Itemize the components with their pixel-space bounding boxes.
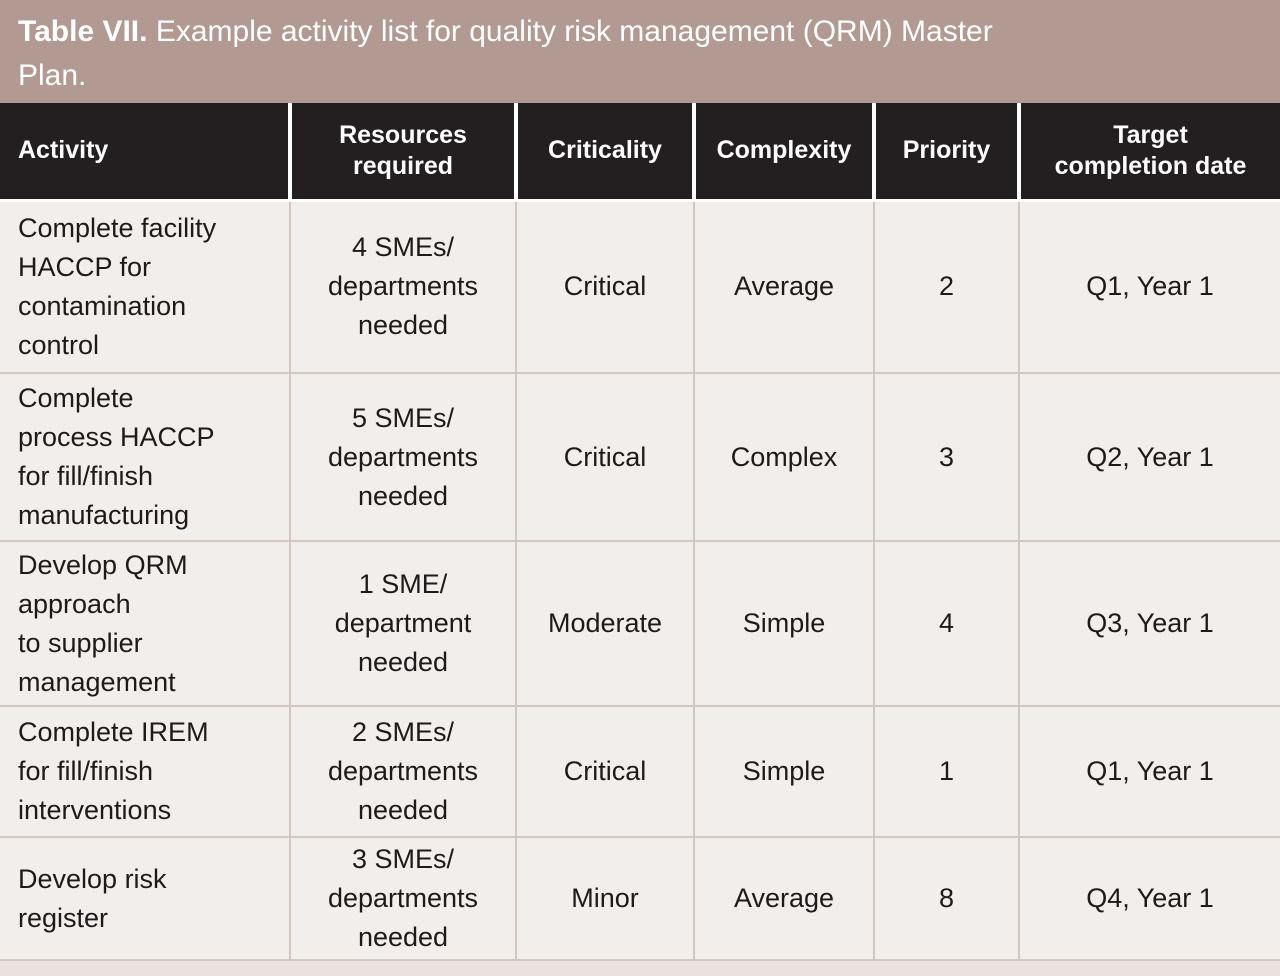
- cell-criticality: Critical: [516, 706, 695, 838]
- table-row: Complete IREM for fill/finish interventi…: [0, 706, 1280, 838]
- column-header-priority: Priority: [874, 103, 1021, 202]
- cell-priority: 4: [874, 541, 1020, 707]
- cell-priority: 8: [874, 837, 1020, 961]
- table-row: Complete process HACCP for fill/finish m…: [0, 373, 1280, 542]
- column-header-activity: Activity: [0, 103, 292, 202]
- table-caption: Table VII. Example activity list for qua…: [0, 0, 1280, 103]
- cell-complexity: Simple: [694, 706, 875, 838]
- cell-priority: 1: [874, 706, 1020, 838]
- cell-target-date: Q2, Year 1: [1019, 373, 1280, 542]
- cell-activity: Develop risk register: [0, 837, 291, 961]
- cell-criticality: Minor: [516, 837, 695, 961]
- cell-criticality: Moderate: [516, 541, 695, 707]
- cell-activity: Complete IREM for fill/finish interventi…: [0, 706, 291, 838]
- cell-activity: Complete process HACCP for fill/finish m…: [0, 373, 291, 542]
- cell-target-date: Q3, Year 1: [1019, 541, 1280, 707]
- cell-complexity: Average: [694, 837, 875, 961]
- table-row: Complete facility HACCP for contaminatio…: [0, 200, 1280, 374]
- cell-criticality: Critical: [516, 200, 695, 374]
- cell-complexity: Simple: [694, 541, 875, 707]
- cell-complexity: Average: [694, 200, 875, 374]
- cell-resources: 5 SMEs/ departments needed: [290, 373, 517, 542]
- cell-resources: 3 SMEs/ departments needed: [290, 837, 517, 961]
- cell-resources: 4 SMEs/ departments needed: [290, 200, 517, 374]
- column-header-criticality: Criticality: [516, 103, 696, 202]
- cell-activity: Develop QRM approach to supplier managem…: [0, 541, 291, 707]
- table-caption-text: Example activity list for quality risk m…: [18, 15, 993, 92]
- table-row: Develop risk register 3 SMEs/ department…: [0, 837, 1280, 961]
- table-row: Develop QRM approach to supplier managem…: [0, 541, 1280, 707]
- header-row: Activity Resources required Criticality …: [0, 103, 1280, 202]
- cell-priority: 3: [874, 373, 1020, 542]
- cell-activity: Complete facility HACCP for contaminatio…: [0, 200, 291, 374]
- cell-target-date: Q1, Year 1: [1019, 706, 1280, 838]
- cell-resources: 1 SME/ department needed: [290, 541, 517, 707]
- column-header-resources-required: Resources required: [290, 103, 518, 202]
- column-header-complexity: Complexity: [694, 103, 876, 202]
- qrm-activity-table: Activity Resources required Criticality …: [0, 103, 1280, 961]
- cell-resources: 2 SMEs/ departments needed: [290, 706, 517, 838]
- cell-complexity: Complex: [694, 373, 875, 542]
- column-header-target-completion-date: Target completion date: [1019, 103, 1280, 202]
- cell-target-date: Q1, Year 1: [1019, 200, 1280, 374]
- cell-criticality: Critical: [516, 373, 695, 542]
- cell-target-date: Q4, Year 1: [1019, 837, 1280, 961]
- table-caption-label: Table VII.: [18, 15, 148, 48]
- cell-priority: 2: [874, 200, 1020, 374]
